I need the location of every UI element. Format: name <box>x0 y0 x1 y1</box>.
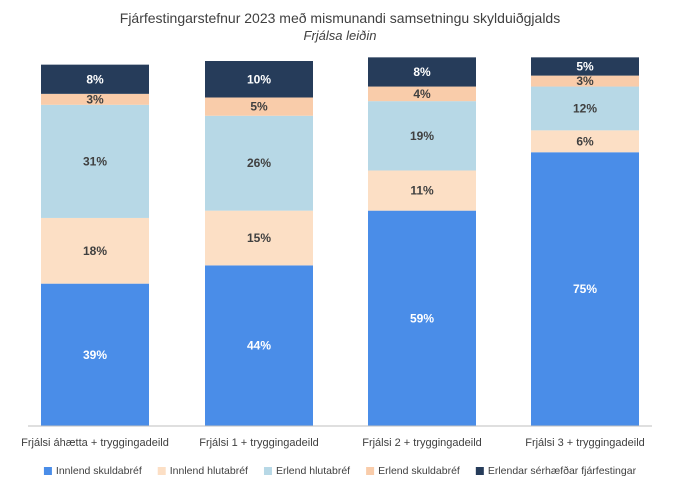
data-label-innlend-skuldabref-4: 75% <box>573 282 597 296</box>
data-label-erlend-skuldabref-4: 3% <box>576 74 594 88</box>
legend-item-erlend-skuldabref: Erlend skuldabréf <box>366 465 460 477</box>
legend-swatch-innlend-skuldabref <box>43 467 52 475</box>
data-label-erlend-skuldabref-3: 4% <box>413 87 431 101</box>
bar-segment-erlend-hlutabref-2 <box>205 115 313 211</box>
data-label-innlend-hlutabref-4: 6% <box>576 134 594 148</box>
data-label-erlendar-serhaefdar-fjarfestingar-2: 10% <box>247 72 271 86</box>
data-label-erlendar-serhaefdar-fjarfestingar-1: 8% <box>86 72 104 86</box>
x-tick-label-2: Frjálsi 1 + tryggingadeild <box>199 437 319 449</box>
bar-segment-erlend-hlutabref-4 <box>531 86 639 131</box>
bar-segment-erlend-skuldabref-2 <box>205 97 313 116</box>
bar-segment-erlend-skuldabref-1 <box>41 93 149 105</box>
bar-segment-innlend-skuldabref-4 <box>531 152 639 426</box>
x-tick-label-4: Frjálsi 3 + tryggingadeild <box>525 437 645 449</box>
legend-label-erlend-hlutabref: Erlend hlutabréf <box>276 465 350 477</box>
legend-swatch-erlendar-serhaefdar-fjarfestingar <box>475 467 484 475</box>
x-tick-labels: Frjálsi áhætta + tryggingadeild Frjálsi 1… <box>21 437 645 449</box>
bar-segment-innlend-skuldabref-1 <box>41 283 149 426</box>
data-label-erlend-skuldabref-2: 5% <box>250 100 268 114</box>
legend-label-innlend-skuldabref: Innlend skuldabréf <box>56 465 142 477</box>
legend-item-erlendar-serhaefdar-fjarfestingar: Erlendar sérhæfðar fjárfestingar <box>475 465 637 477</box>
chart-title: Fjárfestingarstefnur 2023 með mismunandi… <box>120 10 560 26</box>
bar-segment-erlend-skuldabref-3 <box>368 86 476 102</box>
legend-swatch-erlend-hlutabref <box>263 467 272 475</box>
bar-segment-erlendar-serhaefdar-fjarfestingar-2 <box>205 61 313 98</box>
data-label-erlendar-serhaefdar-fjarfestingar-4: 5% <box>576 59 594 73</box>
bar-segment-erlendar-serhaefdar-fjarfestingar-1 <box>41 64 149 94</box>
data-label-erlend-hlutabref-2: 26% <box>247 156 271 170</box>
bar-segment-innlend-hlutabref-3 <box>368 170 476 211</box>
bar-segment-erlend-skuldabref-4 <box>531 75 639 87</box>
data-label-innlend-skuldabref-2: 44% <box>247 339 271 353</box>
data-label-erlend-skuldabref-1: 3% <box>86 92 104 106</box>
legend-label-innlend-hlutabref: Innlend hlutabréf <box>170 465 248 477</box>
data-label-erlend-hlutabref-1: 31% <box>83 154 107 168</box>
x-tick-label-1: Frjálsi áhætta + tryggingadeild <box>21 437 169 449</box>
legend-item-innlend-skuldabref: Innlend skuldabréf <box>43 465 142 477</box>
data-label-innlend-skuldabref-3: 59% <box>410 311 434 325</box>
bar-segment-innlend-skuldabref-3 <box>368 210 476 426</box>
legend: Innlend skuldabréf Innlend hlutabréf Erlen… <box>43 465 637 477</box>
legend-swatch-erlend-skuldabref <box>366 467 375 475</box>
bar-segment-innlend-hlutabref-1 <box>41 217 149 284</box>
legend-swatch-innlend-hlutabref <box>157 467 166 475</box>
legend-label-erlendar-serhaefdar-fjarfestingar: Erlendar sérhæfðar fjárfestingar <box>488 465 637 477</box>
chart-subtitle: Frjálsa leiðin <box>304 28 377 43</box>
data-label-erlend-hlutabref-3: 19% <box>410 129 434 143</box>
bars-group: 39% 18% 31% 3% 8% 44% 15% 26% 5% 10% 59% 11% 19% 4% 8%… <box>41 57 639 426</box>
bar-segment-erlend-hlutabref-3 <box>368 101 476 171</box>
bar-segment-innlend-hlutabref-2 <box>205 210 313 266</box>
data-label-innlend-skuldabref-1: 39% <box>83 348 107 362</box>
data-label-innlend-hlutabref-2: 15% <box>247 231 271 245</box>
data-label-innlend-hlutabref-1: 18% <box>83 244 107 258</box>
legend-label-erlend-skuldabref: Erlend skuldabréf <box>378 465 460 477</box>
data-label-innlend-hlutabref-3: 11% <box>410 184 434 198</box>
bar-segment-erlend-hlutabref-1 <box>41 104 149 218</box>
x-tick-label-3: Frjálsi 2 + tryggingadeild <box>362 437 482 449</box>
legend-item-innlend-hlutabref: Innlend hlutabréf <box>157 465 248 477</box>
legend-item-erlend-hlutabref: Erlend hlutabréf <box>263 465 350 477</box>
bar-segment-erlendar-serhaefdar-fjarfestingar-4 <box>531 57 639 76</box>
data-label-erlendar-serhaefdar-fjarfestingar-3: 8% <box>413 65 431 79</box>
data-label-erlend-hlutabref-4: 12% <box>573 101 597 115</box>
bar-segment-innlend-hlutabref-4 <box>531 130 639 153</box>
bar-segment-erlendar-serhaefdar-fjarfestingar-3 <box>368 57 476 87</box>
bar-segment-innlend-skuldabref-2 <box>205 265 313 426</box>
